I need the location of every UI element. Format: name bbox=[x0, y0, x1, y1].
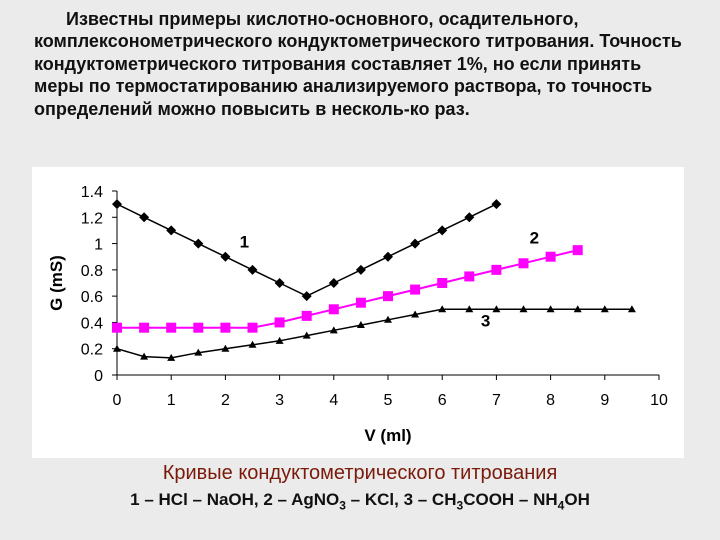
legend-subscript-1: 3 bbox=[339, 498, 346, 513]
y-tick-label: 0.6 bbox=[81, 289, 103, 306]
y-axis-label: G (mS) bbox=[47, 255, 66, 311]
legend-subscript-2: 3 bbox=[456, 498, 464, 513]
series-2-point bbox=[166, 322, 177, 333]
series-1-point bbox=[112, 199, 122, 210]
series-3-point bbox=[167, 353, 176, 361]
series-3-point bbox=[600, 305, 609, 313]
series-3-point bbox=[248, 340, 257, 348]
chart-caption: Кривые кондуктометрического титрования bbox=[162, 462, 558, 484]
series-3-point bbox=[140, 352, 149, 360]
series-1-point bbox=[355, 264, 366, 275]
series-1-point bbox=[328, 278, 339, 288]
series-1-point bbox=[166, 225, 177, 236]
x-tick-label: 3 bbox=[275, 392, 284, 409]
series-2-point bbox=[355, 297, 366, 308]
series-2-point bbox=[491, 264, 502, 275]
x-tick-labels: 0 1 2 3 4 5 6 7 8 9 10 bbox=[113, 375, 668, 409]
series-2-point bbox=[572, 245, 583, 256]
series-2-point bbox=[545, 251, 556, 262]
series-3-point bbox=[384, 315, 392, 323]
y-tick-label: 0.8 bbox=[81, 263, 103, 280]
series-1-point bbox=[464, 212, 475, 223]
y-tick-label: 1.4 bbox=[81, 184, 103, 201]
series-2-point bbox=[328, 304, 339, 315]
series-3-point bbox=[573, 305, 582, 313]
titration-chart: 0 0.2 0.4 0.6 0.8 1 1.2 1.4 0 1 2 3 4 5 6 7 8 9 10 V (ml)… bbox=[32, 167, 684, 458]
series-3-point bbox=[356, 321, 365, 329]
x-tick-label: 1 bbox=[167, 392, 176, 409]
series-2-point bbox=[518, 258, 529, 269]
x-tick-label: 6 bbox=[438, 392, 447, 409]
series-3-point bbox=[113, 344, 121, 352]
series-1-point bbox=[274, 278, 285, 288]
series-layer bbox=[112, 199, 636, 361]
chart-axes bbox=[116, 191, 659, 376]
y-tick-label: 1 bbox=[94, 237, 103, 254]
y-tick-label: 0.2 bbox=[81, 342, 103, 359]
x-tick-label: 7 bbox=[492, 392, 501, 409]
legend-subscript-3: 4 bbox=[557, 498, 565, 513]
y-tick-label: 1.2 bbox=[81, 210, 103, 227]
series-3-point bbox=[411, 310, 420, 318]
series-2-point bbox=[383, 291, 393, 302]
series-3-point bbox=[627, 305, 636, 313]
series-3-point bbox=[194, 348, 203, 356]
chart-canvas: 0 0.2 0.4 0.6 0.8 1 1.2 1.4 0 1 2 3 4 5 6 7 8 9 10 V (ml)… bbox=[47, 184, 668, 445]
series-3-point bbox=[275, 336, 284, 344]
series-1-point bbox=[301, 291, 312, 302]
y-tick-labels: 0 0.2 0.4 0.6 0.8 1 1.2 1.4 bbox=[81, 184, 117, 385]
series-2-point bbox=[112, 322, 122, 333]
x-tick-label: 9 bbox=[600, 392, 609, 409]
series-1-point bbox=[193, 238, 204, 249]
series-3-point bbox=[438, 305, 447, 313]
series-3-point bbox=[492, 305, 501, 313]
series-1-point bbox=[437, 225, 448, 236]
series-2-point bbox=[247, 322, 258, 333]
series-1-point bbox=[410, 238, 421, 249]
curve-legend: 1 – HCl – NaOH, 2 – AgNO3 – KCl, 3 – CH3… bbox=[0, 490, 720, 512]
series-1-point bbox=[491, 199, 502, 210]
legend-part-2: – KCl, 3 – CH bbox=[345, 490, 457, 509]
legend-part-3: COOH – NH bbox=[463, 490, 558, 509]
x-tick-label: 2 bbox=[221, 392, 230, 409]
intro-paragraph: Известны примеры кислотно-основного, оса… bbox=[34, 9, 682, 119]
y-tick-label: 0.4 bbox=[81, 315, 103, 332]
series-3-point bbox=[519, 305, 528, 313]
x-tick-label: 4 bbox=[329, 392, 338, 409]
series-3-line bbox=[116, 308, 632, 359]
series-2-point bbox=[464, 271, 475, 282]
series-3-point bbox=[465, 305, 474, 313]
series-2-line bbox=[117, 249, 578, 329]
x-tick-label: 8 bbox=[546, 392, 555, 409]
x-axis-label: V (ml) bbox=[364, 426, 411, 445]
series-1-point bbox=[247, 264, 258, 275]
legend-part-1: 1 – HCl – NaOH, 2 – AgNO bbox=[130, 490, 340, 509]
legend-part-4: OH bbox=[564, 490, 590, 509]
series-2-point bbox=[410, 284, 421, 295]
series-3-point bbox=[329, 326, 338, 334]
series-2-point bbox=[139, 322, 150, 333]
series-2-point bbox=[193, 322, 204, 333]
curve-label-2: 2 bbox=[530, 229, 539, 248]
series-3-point bbox=[302, 331, 311, 339]
x-tick-label: 0 bbox=[113, 392, 122, 409]
series-2-point bbox=[220, 322, 231, 333]
curve-labels: 1 2 3 bbox=[240, 229, 539, 331]
series-1-point bbox=[139, 212, 150, 223]
series-2-point bbox=[274, 317, 285, 328]
y-tick-label: 0 bbox=[94, 368, 103, 385]
curve-label-1: 1 bbox=[240, 233, 249, 252]
curve-label-3: 3 bbox=[481, 311, 490, 330]
series-2-point bbox=[301, 310, 312, 321]
series-1-point bbox=[220, 251, 231, 262]
series-3-point bbox=[221, 344, 230, 352]
x-tick-label: 10 bbox=[650, 392, 668, 409]
series-1-point bbox=[383, 251, 393, 262]
series-2-point bbox=[437, 278, 448, 288]
x-tick-label: 5 bbox=[384, 392, 393, 409]
series-3-point bbox=[546, 305, 555, 313]
